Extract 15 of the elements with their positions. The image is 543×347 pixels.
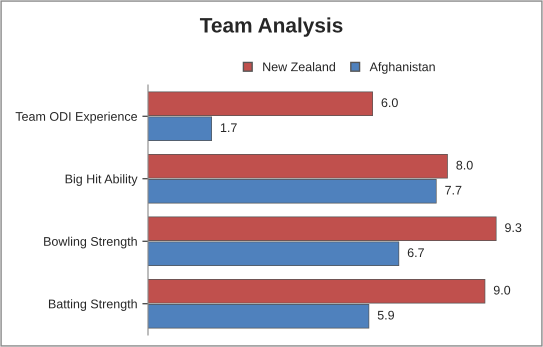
data-label: 6.7 bbox=[408, 248, 424, 258]
chart-title: Team Analysis bbox=[200, 17, 342, 37]
legend-label: Afghanistan bbox=[370, 62, 435, 74]
y-tick-label: Bowling Strength bbox=[44, 236, 137, 248]
data-label: 6.0 bbox=[382, 98, 398, 108]
data-label: 7.7 bbox=[445, 186, 462, 194]
y-tick-label: Big Hit Ability bbox=[66, 174, 138, 186]
y-tick-label: Team ODI Experience bbox=[16, 112, 138, 124]
legend-label: New Zealand bbox=[263, 62, 336, 72]
data-label: 1.7 bbox=[220, 123, 237, 132]
data-label: 9.3 bbox=[505, 223, 522, 232]
data-label: 5.9 bbox=[378, 310, 394, 320]
data-label: 9.0 bbox=[494, 286, 510, 295]
y-tick-label: Batting Strength bbox=[48, 299, 137, 311]
data-label: 8.0 bbox=[456, 160, 473, 170]
